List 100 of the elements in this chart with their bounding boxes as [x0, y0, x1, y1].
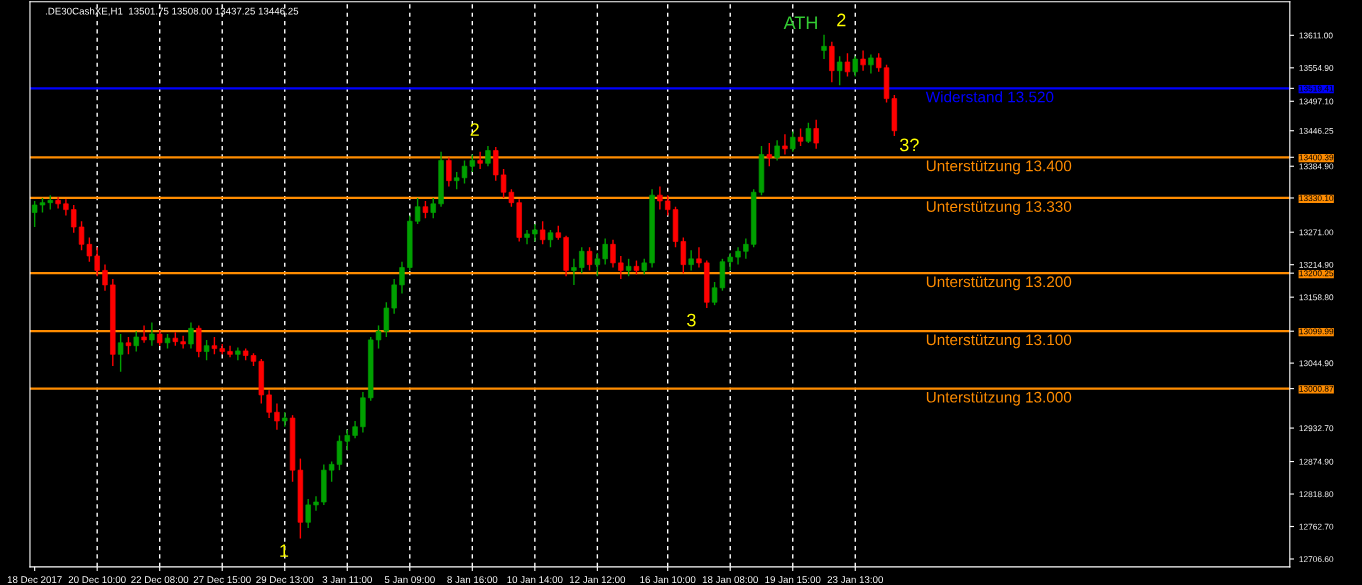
ref-line-label: Widerstand 13.520	[925, 91, 1054, 103]
y-tick-label: 13044.90	[1299, 360, 1334, 367]
candlestick	[446, 156, 452, 188]
y-tick-label: 13519.41	[1299, 85, 1334, 92]
candlestick	[117, 333, 124, 373]
candlestick	[813, 119, 819, 150]
candlestick	[571, 258, 577, 286]
y-tick-label: 13611.00	[1299, 32, 1333, 39]
candlestick	[782, 133, 788, 156]
candlestick	[665, 194, 671, 217]
candlestick	[391, 278, 397, 315]
annotation: 2	[837, 13, 846, 27]
candlestick	[477, 151, 483, 170]
candlestick	[657, 185, 663, 211]
candlestick	[133, 330, 139, 353]
annotation: 3?	[899, 138, 919, 152]
candlestick	[876, 52, 882, 73]
candlestick	[774, 139, 780, 162]
candlestick	[735, 246, 741, 266]
candlestick	[743, 237, 749, 260]
x-tick-label: 8 Jan 16:00	[447, 576, 498, 584]
candlestick	[266, 389, 272, 419]
x-tick-label: 18 Jan 08:00	[702, 576, 758, 584]
y-tick-label: 13200.25	[1299, 270, 1334, 277]
candlestick	[602, 237, 608, 266]
candlestick	[485, 145, 491, 167]
ref-line-label: Unterstützung 13.200	[926, 276, 1072, 291]
candlestick	[141, 324, 147, 344]
candlestick	[524, 229, 530, 246]
x-tick-label: 22 Dec 08:00	[131, 576, 189, 584]
candlestick	[203, 339, 210, 361]
candlestick	[196, 324, 202, 358]
candlestick	[180, 335, 186, 350]
x-tick-label: 3 Jan 11:00	[322, 576, 372, 584]
candlestick	[868, 53, 874, 75]
text: .DE30CashXE,H1 13501.75 13508.00 13437.25 13446.25	[45, 7, 299, 16]
y-tick-label: 13384.90	[1299, 163, 1334, 170]
y-tick-label: 13554.90	[1299, 65, 1334, 71]
candlestick	[594, 252, 601, 277]
candlestick	[586, 246, 593, 272]
candlestick	[852, 55, 858, 78]
annotation: 3	[687, 313, 696, 327]
y-tick-label: 12706.60	[1299, 556, 1334, 563]
candlestick	[860, 49, 866, 72]
ref-line-label: Unterstützung 13.400	[926, 160, 1072, 175]
annotation: 1	[280, 544, 289, 557]
candlestick	[344, 428, 350, 451]
x-tick-label: 27 Dec 15:00	[193, 576, 251, 584]
candlestick	[399, 261, 405, 295]
x-tick-label: 5 Jan 09:00	[384, 576, 435, 584]
candlestick	[539, 220, 546, 246]
candlestick	[305, 498, 311, 529]
y-tick-label: 13446.25	[1299, 127, 1334, 134]
candlestick	[274, 402, 280, 431]
candlestick	[430, 197, 436, 219]
candlestick	[836, 55, 843, 86]
candlestick	[188, 321, 194, 350]
y-tick-label: 13214.90	[1299, 261, 1334, 268]
x-tick-label: 10 Jan 14:00	[507, 576, 563, 584]
x-tick-label: 29 Dec 13:00	[256, 576, 314, 584]
x-tick-label: 16 Jan 10:00	[640, 576, 696, 584]
y-tick-label: 13330.10	[1299, 195, 1334, 202]
candlestick	[618, 255, 624, 280]
annotation: 2	[470, 123, 479, 136]
y-tick-label: 12932.70	[1299, 425, 1334, 432]
candlestick	[102, 263, 108, 292]
y-tick-label: 13000.87	[1299, 385, 1334, 392]
candlestick	[579, 246, 585, 275]
candlestick	[790, 130, 796, 153]
annotation: ATH	[783, 16, 817, 30]
candlestick	[805, 122, 812, 144]
y-tick-label: 12762.70	[1299, 523, 1334, 530]
x-tick-label: 23 Jan 13:00	[827, 576, 884, 584]
y-tick-label: 13158.80	[1299, 294, 1334, 301]
ref-line-label: Unterstützung 13.000	[926, 391, 1072, 406]
candlestick	[71, 204, 77, 234]
candlestick	[844, 52, 851, 78]
ref-line-label: Unterstützung 13.330	[926, 201, 1072, 215]
candlestick	[149, 321, 155, 347]
y-tick-label: 13099.99	[1299, 328, 1334, 335]
x-tick-label: 20 Dec 10:00	[68, 576, 126, 584]
x-tick-label: 19 Jan 15:00	[765, 576, 821, 584]
x-tick-label: 18 Dec 2017	[7, 576, 62, 584]
y-tick-label: 12874.90	[1299, 458, 1334, 465]
y-tick-label: 13400.39	[1299, 154, 1334, 161]
y-tick-label: 12818.80	[1299, 491, 1334, 498]
candlestick	[532, 223, 538, 243]
candlestick	[313, 495, 319, 512]
candlestick	[766, 142, 772, 167]
candlestick	[688, 249, 694, 272]
candlestick	[610, 239, 616, 269]
y-tick-label: 13497.10	[1299, 98, 1334, 105]
candlestick	[414, 197, 421, 225]
candlestick	[461, 159, 468, 185]
candlestick	[821, 34, 827, 60]
candlestick	[94, 246, 100, 277]
y-tick-label: 13271.00	[1299, 229, 1334, 236]
x-tick-label: 12 Jan 12:00	[570, 576, 626, 584]
candlestick	[696, 246, 702, 269]
ref-line-label: Unterstützung 13.100	[926, 334, 1072, 349]
